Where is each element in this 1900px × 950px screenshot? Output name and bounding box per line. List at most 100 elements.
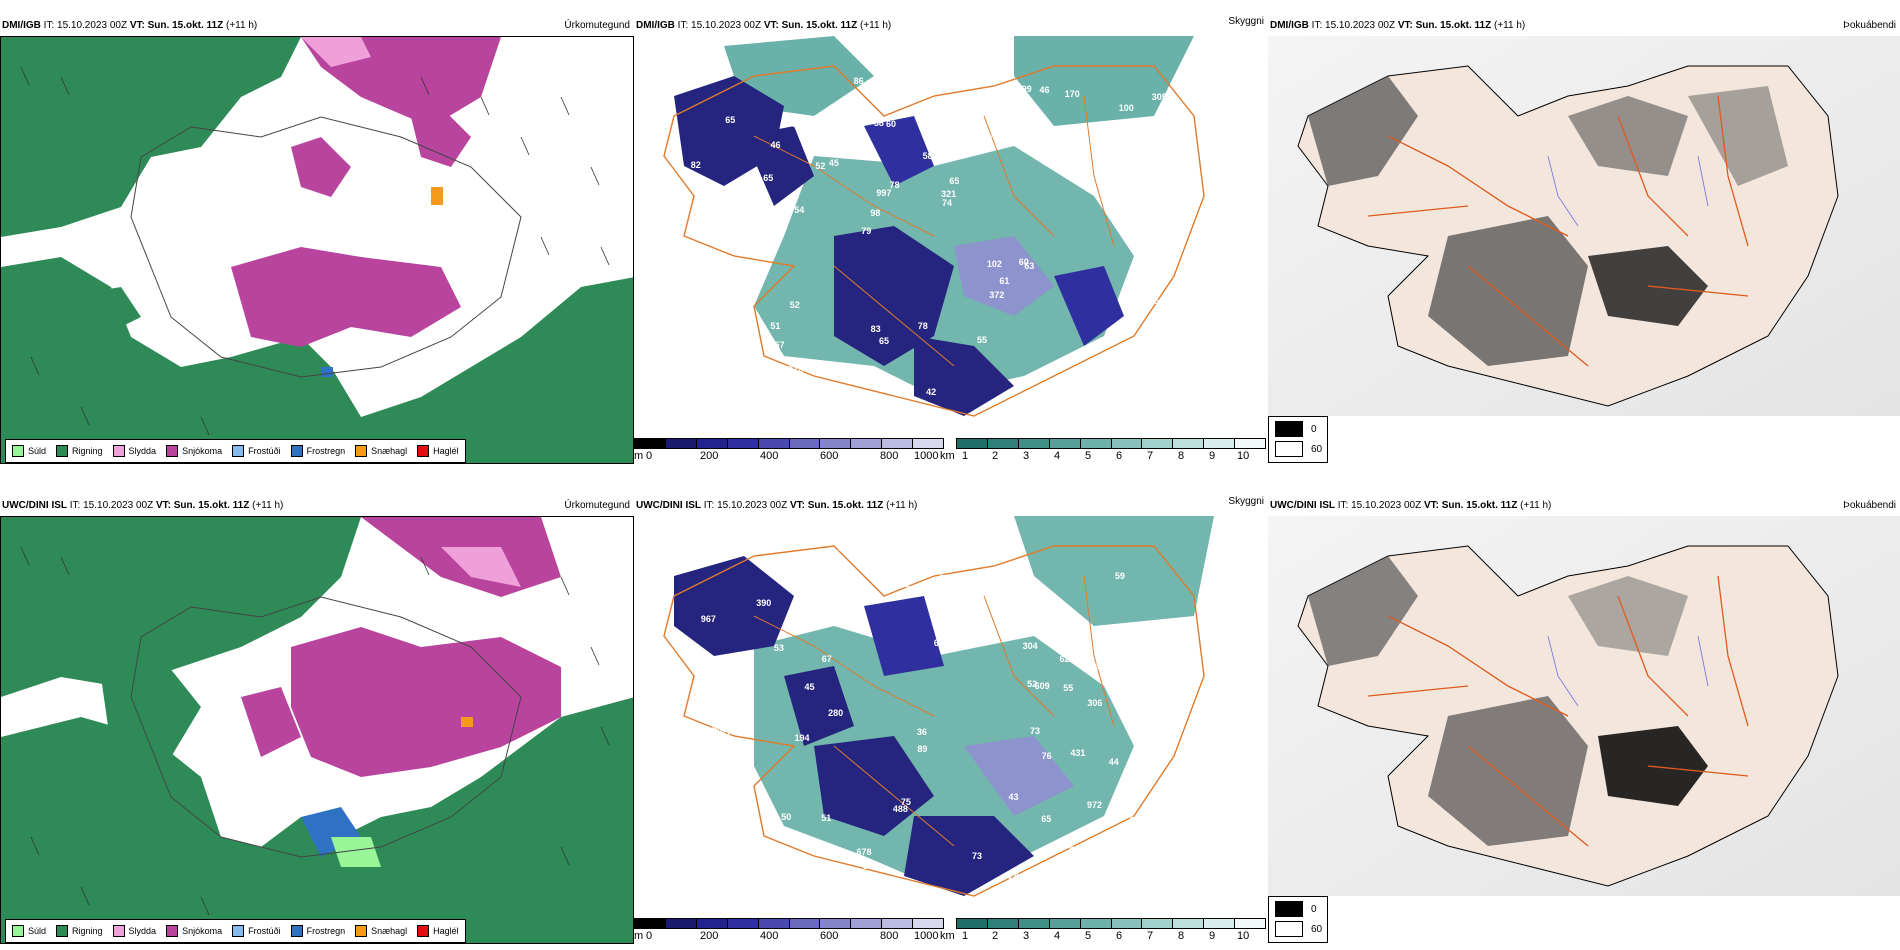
precip-type-map: Súld Rigning Slydda Snjókoma Frostúði Fr…	[0, 36, 634, 464]
legend-item: Frostúði	[232, 445, 281, 457]
vis-tick: 5	[1085, 930, 1092, 942]
visibility-value: 80	[740, 391, 751, 402]
visibility-value: 118	[1118, 149, 1134, 160]
visibility-value: 678	[856, 846, 872, 857]
legend-item: Súld	[12, 445, 46, 457]
visibility-value: 64	[937, 579, 948, 590]
elevation-colorbar	[634, 918, 944, 929]
visibility-value: 55	[976, 334, 987, 345]
visibility-value: 50	[1096, 660, 1107, 671]
visibility-value: 61	[999, 276, 1010, 287]
legend-item: Frostúði	[232, 925, 281, 937]
visibility-value: 100	[1118, 103, 1134, 114]
visibility-value: 73	[1030, 726, 1041, 737]
panel-title: Úrkomutegund	[564, 500, 630, 511]
vis-tick: 6	[1116, 450, 1123, 462]
visibility-value: 65	[1041, 813, 1052, 824]
visibility-value: 65	[725, 115, 736, 126]
visibility-value: 431	[1070, 747, 1086, 758]
fog-map-graphic	[1268, 36, 1900, 416]
vis-tick: 10	[1237, 930, 1250, 942]
visibility-value: 997	[876, 188, 892, 199]
legend-item: Snjókoma	[166, 925, 222, 937]
visibility-value: 65	[949, 175, 960, 186]
visibility-value: 76	[1041, 750, 1052, 761]
visibility-value: 57	[774, 339, 785, 350]
visibility-value: 280	[828, 707, 844, 718]
visibility-value: 54	[698, 353, 709, 364]
visibility-value: 63	[1129, 815, 1140, 826]
panel-header: DMI/IGB IT: 15.10.2023 00Z VT: Sun. 15.o…	[2, 20, 257, 32]
vis-tick: 3	[1023, 930, 1030, 942]
model-name: UWC/DINI ISL	[2, 500, 67, 511]
visibility-value: 47	[831, 562, 842, 573]
visibility-value: 58	[873, 118, 884, 129]
model-name: DMI/IGB	[2, 20, 41, 31]
visibility-value: 304	[1022, 640, 1038, 651]
panel-header: UWC/DINI ISL IT: 15.10.2023 00Z VT: Sun.…	[636, 500, 917, 512]
visibility-value: 46	[770, 139, 781, 150]
visibility-value: 65	[879, 335, 890, 346]
visibility-value: 77	[720, 729, 731, 740]
visibility-value: 151	[1100, 668, 1116, 679]
visibility-value: 102	[986, 258, 1002, 269]
visibility-map-graphic	[663, 36, 1205, 417]
visibility-colorbar	[956, 918, 1266, 929]
visibility-value: 67	[821, 654, 832, 665]
visibility-value: 54	[794, 205, 805, 216]
legend-label: Frostúði	[248, 926, 281, 936]
visibility-value: 321	[941, 188, 957, 199]
visibility-value: 89	[917, 743, 928, 754]
precip-type-map: Súld Rigning Slydda Snjókoma Frostúði Fr…	[0, 516, 634, 944]
visibility-value: 36	[916, 727, 927, 738]
visibility-value: 332	[819, 577, 835, 588]
visibility-value: 390	[756, 598, 772, 609]
legend-label: Snjókoma	[182, 446, 223, 456]
valid-time: VT: Sun. 15.okt. 11Z	[763, 20, 858, 31]
vis-tick: 1	[962, 450, 969, 462]
vis-tick: 9	[1209, 930, 1216, 942]
visibility-value: 78	[917, 321, 928, 332]
precip-legend: Súld Rigning Slydda Snjókoma Frostúði Fr…	[5, 919, 466, 943]
visibility-value: 86	[853, 76, 864, 87]
fog-indicator-map	[1268, 516, 1900, 896]
lead-time: (+11 h)	[226, 20, 258, 31]
visibility-value: 46	[1039, 85, 1050, 96]
visibility-value: 52	[1027, 679, 1038, 690]
visibility-value: 62	[1059, 653, 1070, 664]
visibility-value: 984	[1110, 368, 1126, 379]
legend-label: Slydda	[128, 446, 157, 456]
visibility-value: 359	[1117, 822, 1133, 833]
visibility-value: 304	[709, 805, 725, 816]
legend-item: Frostregn	[290, 925, 345, 937]
visibility-value: 65	[933, 637, 944, 648]
visibility-value: 488	[892, 804, 908, 815]
valid-time: VT: Sun. 15.okt. 11Z	[129, 20, 224, 31]
init-time: IT: 15.10.2023 00Z	[677, 20, 762, 31]
visibility-value: 331	[1143, 161, 1159, 172]
vis-tick: 2	[992, 930, 999, 942]
legend-label: Súld	[28, 446, 47, 456]
visibility-value: 39	[959, 68, 970, 79]
precip-legend: Súld Rigning Slydda Snjókoma Frostúði Fr…	[5, 439, 466, 463]
visibility-value: 967	[700, 614, 716, 625]
visibility-value: 68	[837, 542, 848, 553]
elev-tick: 600	[820, 450, 839, 462]
visibility-value: 43	[1137, 668, 1148, 679]
vis-tick: 7	[1147, 450, 1154, 462]
visibility-value: 44	[702, 375, 713, 386]
init-time: IT: 15.10.2023 00Z	[43, 20, 128, 31]
fog-legend-item: 0	[1275, 901, 1317, 917]
lead-time: (+11 h)	[1520, 500, 1552, 511]
visibility-value: 374	[862, 860, 878, 871]
fog-legend: 0 60	[1268, 416, 1328, 463]
panel-title: Skyggni	[1228, 16, 1264, 27]
fog-legend-item: 0	[1275, 421, 1317, 437]
visibility-value: 39	[775, 572, 786, 583]
legend-label: Frostregn	[306, 446, 346, 456]
fog-legend-item: 60	[1275, 921, 1322, 937]
visibility-value: 60	[712, 724, 723, 735]
visibility-value: 69	[720, 308, 731, 319]
elev-tick: 200	[700, 930, 719, 942]
init-time: IT: 15.10.2023 00Z	[69, 500, 154, 511]
